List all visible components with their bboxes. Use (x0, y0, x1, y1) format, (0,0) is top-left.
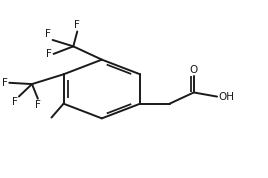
Text: O: O (190, 65, 198, 75)
Text: OH: OH (218, 92, 234, 102)
Text: F: F (46, 49, 52, 59)
Text: F: F (2, 78, 8, 88)
Text: F: F (46, 29, 51, 39)
Text: F: F (12, 97, 18, 107)
Text: F: F (35, 100, 41, 110)
Text: F: F (74, 20, 80, 30)
